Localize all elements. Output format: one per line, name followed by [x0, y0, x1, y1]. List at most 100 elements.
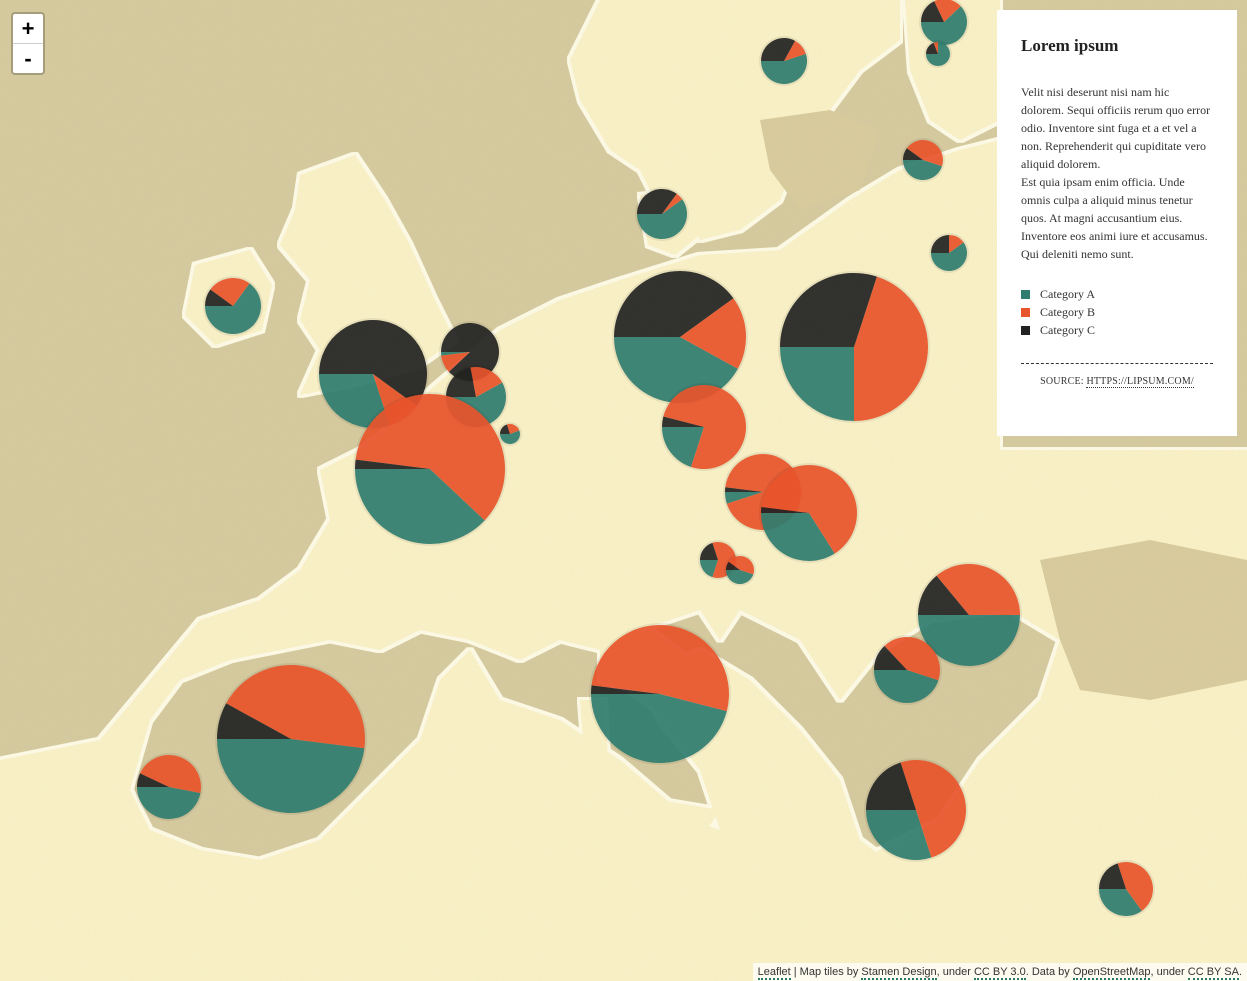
pie-marker[interactable] — [759, 36, 809, 86]
pie-slice-category-b[interactable] — [210, 278, 250, 306]
pie-slice-category-c[interactable] — [1099, 863, 1126, 889]
leaflet-link[interactable]: Leaflet — [757, 966, 791, 980]
pie-slice-category-c[interactable] — [662, 416, 704, 427]
pie-marker[interactable] — [660, 383, 748, 471]
pie-slice-category-c[interactable] — [761, 38, 796, 61]
pie-slice-category-a[interactable] — [137, 787, 201, 820]
pie-slice-category-a[interactable] — [931, 242, 968, 272]
pie-slice-category-b[interactable] — [784, 40, 806, 61]
cc-by-sa-link[interactable]: CC BY SA — [1187, 966, 1239, 980]
pie-slice-category-b[interactable] — [934, 0, 961, 22]
pie-slice-category-b[interactable] — [1117, 861, 1154, 911]
pie-slice-category-c[interactable] — [205, 289, 233, 306]
pie-marker[interactable] — [439, 321, 501, 383]
pie-slice-category-a[interactable] — [866, 810, 932, 861]
pie-slice-category-a[interactable] — [319, 374, 390, 428]
pie-slice-category-c[interactable] — [355, 459, 430, 469]
pie-slice-category-a[interactable] — [637, 199, 687, 240]
pie-slice-category-c[interactable] — [441, 323, 500, 381]
pie-marker[interactable] — [1097, 860, 1155, 918]
pie-slice-category-c[interactable] — [217, 703, 291, 739]
pie-marker[interactable] — [498, 422, 522, 446]
pie-slice-category-c[interactable] — [926, 42, 938, 54]
pie-slice-category-a[interactable] — [921, 6, 967, 45]
pie-slice-category-b[interactable] — [680, 298, 746, 369]
pie-slice-category-a[interactable] — [726, 570, 754, 585]
pie-slice-category-a[interactable] — [874, 670, 939, 704]
pie-slice-category-c[interactable] — [761, 506, 809, 513]
pie-slice-category-b[interactable] — [949, 235, 964, 253]
pie-slice-category-b[interactable] — [728, 556, 755, 575]
pie-slice-category-a[interactable] — [217, 739, 365, 814]
pie-slice-category-c[interactable] — [637, 188, 677, 214]
pie-slice-category-a[interactable] — [761, 53, 807, 84]
pie-slice-category-b[interactable] — [140, 755, 202, 793]
pie-marker[interactable] — [135, 753, 203, 821]
pie-marker[interactable] — [872, 635, 942, 705]
pie-slice-category-c[interactable] — [446, 367, 476, 397]
pie-marker[interactable] — [901, 138, 945, 182]
pie-marker[interactable] — [778, 271, 930, 423]
pie-marker[interactable] — [724, 554, 756, 586]
zoom-in-button[interactable]: + — [13, 14, 43, 44]
pie-marker[interactable] — [919, 0, 969, 47]
pie-slice-category-b[interactable] — [441, 352, 470, 372]
pie-slice-category-a[interactable] — [1099, 889, 1142, 917]
pie-slice-category-c[interactable] — [931, 235, 949, 253]
pie-slice-category-a[interactable] — [761, 513, 835, 561]
pie-slice-category-b[interactable] — [662, 193, 683, 214]
pie-slice-category-c[interactable] — [614, 271, 734, 337]
pie-slice-category-b[interactable] — [900, 760, 966, 858]
pie-marker[interactable] — [635, 187, 689, 241]
pie-slice-category-b[interactable] — [761, 465, 857, 554]
pie-slice-category-b[interactable] — [355, 393, 505, 521]
pie-slice-category-c[interactable] — [700, 542, 718, 560]
pie-slice-category-b[interactable] — [663, 385, 747, 469]
pie-marker[interactable] — [924, 40, 952, 68]
pie-slice-category-a[interactable] — [700, 560, 718, 578]
pie-slice-category-a[interactable] — [662, 427, 704, 467]
pie-slice-category-c[interactable] — [874, 645, 907, 670]
pie-slice-category-b[interactable] — [226, 665, 365, 749]
pie-slice-category-b[interactable] — [854, 276, 928, 421]
pie-slice-category-b[interactable] — [884, 636, 941, 681]
pie-marker[interactable] — [916, 562, 1022, 668]
pie-marker[interactable] — [353, 392, 507, 546]
pie-marker[interactable] — [759, 463, 859, 563]
pie-slice-category-b[interactable] — [936, 564, 1020, 615]
pie-slice-category-a[interactable] — [918, 615, 1020, 666]
pie-marker[interactable] — [589, 623, 731, 765]
pie-slice-category-b[interactable] — [506, 424, 520, 434]
osm-link[interactable]: OpenStreetMap — [1072, 966, 1151, 980]
pie-slice-category-c[interactable] — [726, 561, 740, 570]
pie-marker[interactable] — [215, 663, 367, 815]
pie-marker[interactable] — [203, 276, 263, 336]
pie-slice-category-b[interactable] — [470, 367, 503, 397]
pie-slice-category-a[interactable] — [725, 492, 763, 504]
pie-slice-category-c[interactable] — [918, 575, 969, 615]
pie-slice-category-a[interactable] — [441, 352, 470, 356]
pie-slice-category-c[interactable] — [591, 685, 660, 694]
pie-marker[interactable] — [612, 269, 748, 405]
pie-marker[interactable] — [929, 233, 969, 273]
pie-markers[interactable] — [135, 0, 1155, 918]
cc-by-link[interactable]: CC BY 3.0 — [973, 966, 1026, 980]
pie-slice-category-b[interactable] — [906, 140, 943, 167]
pie-slice-category-c[interactable] — [725, 487, 763, 492]
pie-slice-category-c[interactable] — [921, 1, 944, 22]
pie-slice-category-c[interactable] — [866, 762, 916, 810]
pie-marker[interactable] — [864, 758, 968, 862]
zoom-out-button[interactable]: - — [24, 46, 32, 71]
pie-slice-category-a[interactable] — [500, 430, 520, 444]
pie-slice-category-a[interactable] — [903, 160, 943, 180]
source-link[interactable]: HTTPS://LIPSUM.COM/ — [1086, 376, 1194, 388]
stamen-link[interactable]: Stamen Design — [861, 966, 937, 980]
pie-slice-category-c[interactable] — [137, 773, 169, 787]
pie-slice-category-a[interactable] — [355, 469, 485, 544]
pie-slice-category-c[interactable] — [319, 320, 427, 406]
pie-slice-category-a[interactable] — [780, 347, 854, 421]
pie-slice-category-a[interactable] — [591, 694, 727, 763]
pie-slice-category-b[interactable] — [591, 624, 730, 712]
pie-slice-category-b[interactable] — [933, 42, 938, 54]
pie-slice-category-c[interactable] — [500, 424, 510, 434]
